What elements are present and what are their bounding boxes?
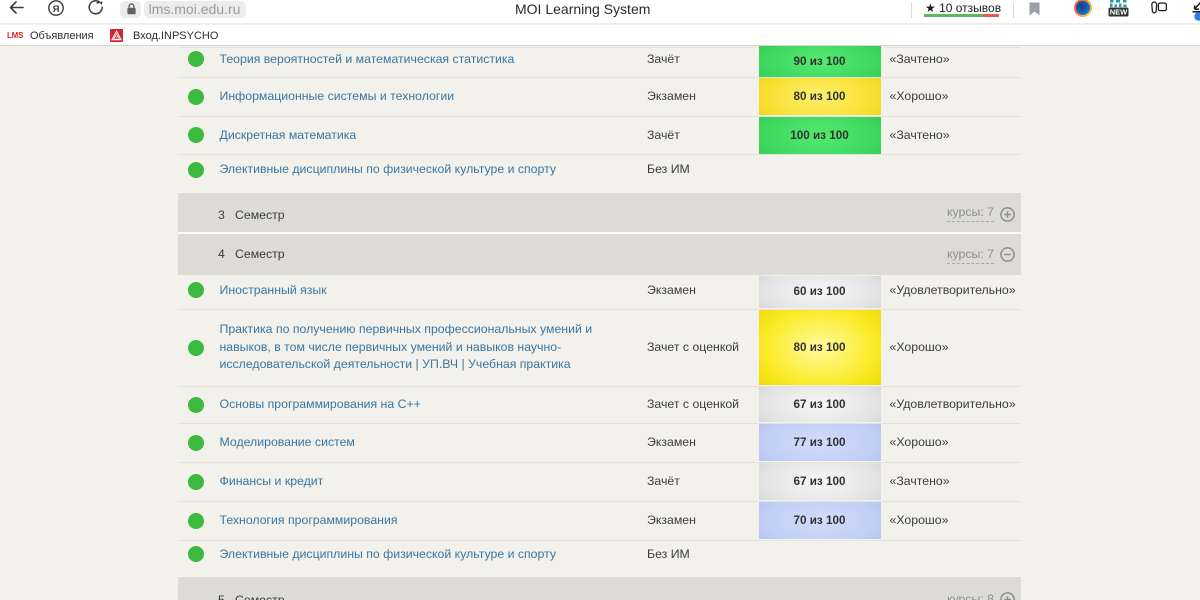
svg-text:Я: Я (53, 4, 60, 15)
svg-text:NEW: NEW (1110, 8, 1128, 17)
